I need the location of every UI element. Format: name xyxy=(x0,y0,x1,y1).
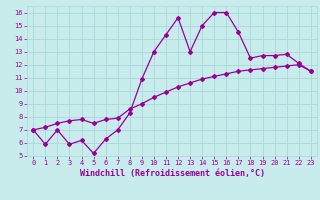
X-axis label: Windchill (Refroidissement éolien,°C): Windchill (Refroidissement éolien,°C) xyxy=(79,169,265,178)
